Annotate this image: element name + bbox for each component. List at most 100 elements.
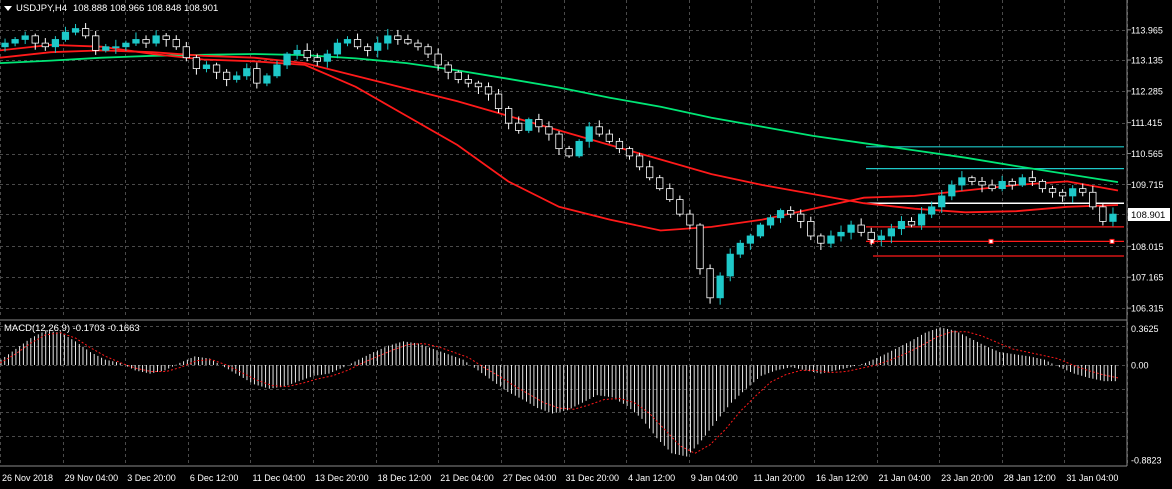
time-tick-label: 13 Dec 20:00	[315, 473, 369, 483]
candle-body	[404, 39, 412, 44]
candle-body	[162, 35, 170, 40]
price-tick-label: 113.135	[1131, 56, 1163, 66]
time-tick-label: 11 Dec 04:00	[252, 473, 305, 483]
time-tick-label: 9 Jan 04:00	[691, 473, 738, 483]
candle-body	[424, 46, 432, 55]
candle-body	[474, 82, 483, 88]
horizontal-levels	[866, 146, 1124, 257]
candle-body	[384, 35, 392, 44]
candle-body	[212, 64, 221, 73]
time-tick-label: 23 Jan 20:00	[941, 473, 993, 483]
candle-body	[313, 57, 321, 62]
candle-body	[575, 140, 583, 157]
symbol-header: USDJPY,H4 108.888 108.966 108.848 108.90…	[4, 3, 218, 14]
candle-body	[112, 46, 120, 49]
price-tick-label: 111.415	[1131, 118, 1162, 128]
candle-body	[233, 75, 241, 80]
candle-body	[706, 268, 714, 299]
time-tick-label: 21 Jan 04:00	[879, 473, 931, 483]
candle-body	[343, 39, 352, 44]
candle-body	[928, 206, 936, 215]
price-tick-label: 112.285	[1131, 86, 1163, 96]
candle-body	[1109, 213, 1117, 222]
candle-body	[182, 46, 190, 59]
candle-body	[202, 64, 211, 69]
candle-body	[464, 79, 472, 84]
candle-body	[807, 220, 815, 237]
candle-body	[525, 119, 533, 131]
time-tick-label: 4 Jan 12:00	[628, 473, 675, 483]
macd-signal-line	[0, 331, 1119, 454]
candle-body	[1089, 191, 1097, 208]
main-grid	[0, 0, 1128, 318]
price-bars	[1, 23, 1117, 305]
time-tick-label: 21 Dec 04:00	[440, 473, 494, 483]
candle-body	[102, 46, 110, 51]
candle-body	[625, 148, 634, 157]
candle-body	[837, 231, 845, 237]
candle-body	[958, 177, 966, 186]
time-tick-label: 29 Nov 04:00	[65, 473, 119, 483]
candle-body	[222, 71, 231, 80]
candle-body	[192, 57, 201, 69]
time-tick-label: 31 Jan 04:00	[1066, 473, 1118, 483]
candle-body	[11, 39, 19, 44]
candle-body	[605, 133, 613, 142]
time-tick-label: 6 Dec 12:00	[190, 473, 239, 483]
macd-label: MACD(12,26,9) -0.1703 -0.1663	[4, 323, 140, 334]
candle-body	[1048, 188, 1057, 193]
candle-body	[887, 228, 896, 237]
price-tick-label: 109.715	[1131, 180, 1164, 190]
candle-body	[545, 126, 553, 135]
level-marker	[1109, 238, 1115, 244]
candle-body	[907, 220, 916, 226]
ohlc-label: 108.888 108.966 108.848 108.901	[73, 3, 218, 14]
candle-body	[303, 49, 311, 59]
macd-tick-label: 0.3625	[1131, 324, 1159, 334]
candle-body	[938, 195, 946, 208]
candle-body	[656, 177, 664, 190]
candle-body	[434, 53, 442, 66]
macd-histogram	[0, 327, 1116, 457]
candle-body	[766, 217, 775, 226]
candle-body	[333, 42, 342, 55]
candle-body	[1008, 180, 1016, 186]
candle-body	[948, 184, 956, 197]
candle-body	[696, 224, 704, 270]
candle-body	[776, 210, 785, 219]
candle-body	[283, 53, 291, 66]
candle-body	[1069, 188, 1077, 197]
candle-body	[817, 235, 825, 244]
candle-body	[41, 42, 49, 48]
candle-body	[323, 53, 331, 62]
candle-body	[1, 42, 9, 48]
candle-body	[273, 64, 281, 77]
candle-body	[897, 220, 906, 230]
candle-body	[61, 31, 70, 40]
time-tick-label: 18 Dec 12:00	[378, 473, 432, 483]
collapse-triangle-icon[interactable]	[4, 6, 12, 11]
candle-body	[494, 93, 503, 110]
time-tick-label: 27 Dec 04:00	[503, 473, 557, 483]
time-tick-label: 3 Dec 20:00	[127, 473, 176, 483]
candle-body	[686, 213, 694, 226]
price-axis: 113.965 113.135 112.285 111.415 110.565 109.7…	[1127, 25, 1164, 314]
macd-grid	[0, 322, 1128, 465]
current-price-tag: 108.901	[1128, 208, 1170, 221]
time-axis: 26 Nov 2018 29 Nov 04:00 3 Dec 20:00 6 Dec …	[2, 473, 1118, 483]
candle-body	[716, 275, 724, 299]
current-price-text: 108.901	[1131, 210, 1165, 221]
macd-axis: 0.3625 0.00 -0.8823	[1131, 324, 1162, 466]
time-tick-label: 16 Jan 12:00	[816, 473, 868, 483]
candle-body	[1058, 191, 1067, 197]
time-tick-label: 26 Nov 2018	[2, 473, 53, 483]
candle-body	[92, 35, 100, 51]
candle-body	[555, 133, 563, 150]
time-tick-label: 11 Jan 20:00	[753, 473, 804, 483]
candle-body	[1099, 206, 1107, 222]
candle-body	[787, 210, 795, 215]
candle-body	[71, 28, 80, 33]
candle-body	[797, 213, 805, 222]
time-tick-label: 31 Dec 20:00	[566, 473, 620, 483]
